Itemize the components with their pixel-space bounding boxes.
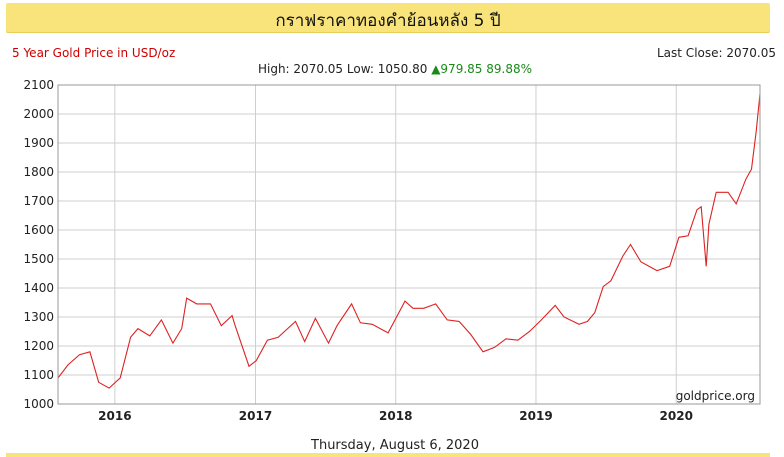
y-tick-label: 1400: [23, 281, 54, 295]
change-percent: 89.88%: [486, 62, 533, 76]
x-tick-label: 2020: [660, 409, 693, 423]
last-close: Last Close: 2070.05: [657, 46, 776, 60]
chart-date: Thursday, August 6, 2020: [311, 438, 479, 453]
y-tick-label: 1800: [23, 165, 54, 179]
x-tick-label: 2019: [519, 409, 552, 423]
title-banner: กราฟราคาทองคำย้อนหลัง 5 ปี: [6, 3, 770, 32]
low-value: 1050.80: [377, 62, 428, 76]
y-tick-label: 2100: [23, 78, 54, 92]
change-arrow-icon: ▲: [431, 62, 441, 76]
change-value: 979.85: [440, 62, 483, 76]
high-label: High:: [257, 62, 290, 76]
last-close-label: Last Close:: [657, 46, 723, 60]
gold-price-chart: 1000 1100 1200 1300 1400 1500 1600 1700 1800 1900…: [23, 78, 761, 423]
source-watermark: goldprice.org: [676, 389, 755, 403]
y-tick-label: 1100: [23, 368, 54, 382]
price-stats: High: 2070.05 Low: 1050.80 ▲979.85 89.88…: [0, 62, 784, 76]
series-line: [57, 93, 761, 389]
y-tick-label: 1900: [23, 136, 54, 150]
page-title: กราฟราคาทองคำย้อนหลัง 5 ปี: [275, 11, 501, 31]
y-tick-label: 1200: [23, 339, 54, 353]
x-axis-labels: 2016 2017 2018 2019 2020: [98, 409, 693, 423]
y-tick-label: 1000: [23, 397, 54, 411]
chart-grid: [58, 84, 760, 405]
x-tick-label: 2016: [98, 409, 131, 423]
y-tick-label: 1500: [23, 252, 54, 266]
plot-frame: [57, 84, 761, 405]
y-axis-labels: 1000 1100 1200 1300 1400 1500 1600 1700 1800 1900…: [23, 78, 54, 411]
y-tick-label: 1300: [23, 310, 54, 324]
last-close-value: 2070.05: [726, 46, 776, 60]
y-tick-label: 1700: [23, 194, 54, 208]
x-tick-label: 2017: [239, 409, 272, 423]
footer-bar: [6, 453, 770, 457]
high-value: 2070.05: [293, 62, 344, 76]
x-tick-label: 2018: [379, 409, 412, 423]
y-tick-label: 2000: [23, 107, 54, 121]
chart-subtitle: 5 Year Gold Price in USD/oz: [12, 46, 176, 60]
low-label: Low:: [346, 62, 374, 76]
y-tick-label: 1600: [23, 223, 54, 237]
